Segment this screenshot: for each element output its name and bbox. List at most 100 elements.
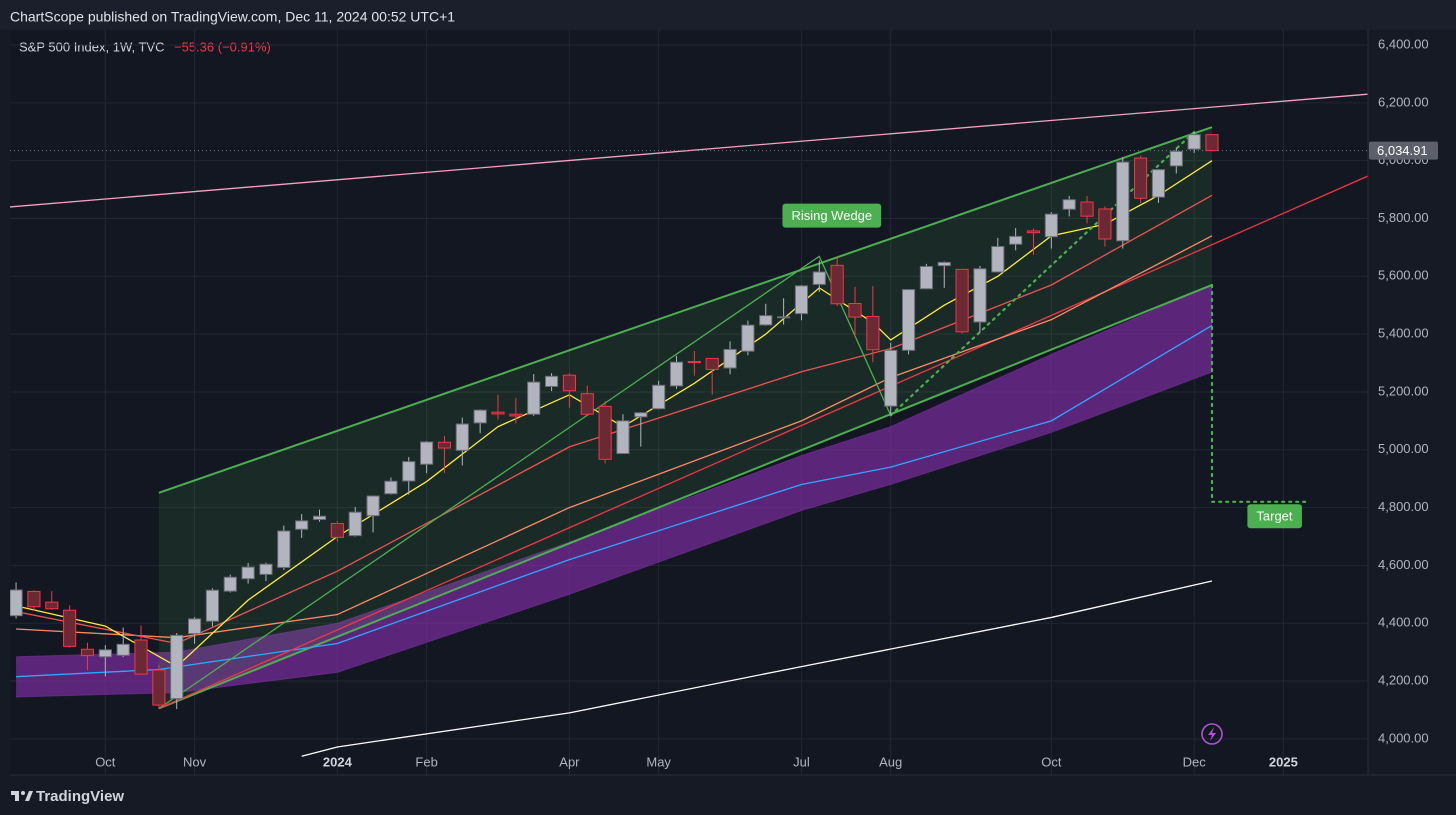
- plot: Rising Wedge Target: [10, 93, 1368, 757]
- candle-body: [63, 609, 77, 647]
- candle-body: [919, 265, 933, 290]
- indicator-line: [1210, 283, 1312, 503]
- y-tick-label: 4,800.00: [1378, 499, 1429, 514]
- candle-body: [27, 590, 41, 608]
- band-upper: [16, 284, 1213, 658]
- candle-body: [598, 405, 612, 460]
- indicator-line: [16, 324, 1213, 678]
- y-tick-label: 4,400.00: [1378, 615, 1429, 630]
- indicator-line: [301, 580, 1213, 757]
- last-price-label: 6,034.91: [1377, 143, 1428, 158]
- indicator-line: [158, 175, 1368, 710]
- y-tick-label: 5,400.00: [1378, 326, 1429, 341]
- candle-body: [223, 576, 237, 592]
- candle-body: [955, 268, 969, 333]
- candle-body: [973, 268, 987, 323]
- lightning-icon[interactable]: [1201, 723, 1223, 745]
- header-bar: [0, 0, 1456, 30]
- candle-body: [241, 566, 255, 580]
- band-fill: [158, 127, 1212, 709]
- candle-body: [491, 411, 505, 415]
- x-tick-label: Feb: [415, 754, 437, 769]
- candle-body: [884, 349, 898, 407]
- candle-body: [777, 316, 791, 319]
- candle-body: [669, 361, 684, 387]
- x-tick-label: 2025: [1269, 754, 1298, 769]
- candle-body: [205, 589, 219, 622]
- candle-body: [1098, 208, 1112, 240]
- y-tick-label: 5,000.00: [1378, 441, 1429, 456]
- candle-body: [580, 393, 594, 415]
- candle-body: [1062, 199, 1076, 210]
- symbol-legend: S&P 500 Index, 1W, TVC: [19, 39, 165, 54]
- candle-body: [866, 315, 880, 351]
- y-tick-label: 4,600.00: [1378, 557, 1429, 572]
- candle-body: [759, 315, 773, 326]
- band-lower: [158, 284, 1213, 710]
- candle-body: [723, 348, 737, 369]
- x-tick-label: Jul: [793, 754, 810, 769]
- logo-part: [11, 791, 19, 801]
- candle-body: [80, 648, 95, 657]
- candle-body: [616, 420, 630, 455]
- y-tick-label: 4,200.00: [1378, 672, 1429, 687]
- indicator-line: [16, 235, 1213, 639]
- x-tick-label: Dec: [1183, 754, 1207, 769]
- candle-body: [937, 261, 951, 267]
- candle-body: [170, 634, 184, 700]
- indicator-line: [15, 194, 1213, 645]
- y-tick-label: 6,200.00: [1378, 94, 1429, 109]
- candle-body: [420, 441, 434, 465]
- candle-body: [348, 511, 362, 537]
- candle-body: [134, 639, 148, 675]
- candle-body: [455, 423, 469, 451]
- y-tick-label: 6,400.00: [1378, 36, 1429, 51]
- candle-body: [544, 375, 559, 387]
- candle-body: [991, 246, 1005, 273]
- candle-body: [527, 381, 541, 415]
- x-tick-label: Apr: [559, 754, 580, 769]
- annotation-box: [782, 203, 882, 228]
- candle-body: [705, 357, 719, 370]
- candle-body: [652, 384, 666, 410]
- x-tick-label: 2024: [323, 754, 353, 769]
- candle-body: [330, 522, 344, 538]
- candle-body: [10, 589, 23, 617]
- candle-body: [1151, 169, 1166, 198]
- candle-body: [812, 271, 826, 285]
- annotation-label: Rising Wedge: [791, 208, 872, 223]
- candle-body: [295, 520, 309, 530]
- icon-ring: [1201, 723, 1223, 745]
- candle-body: [1134, 157, 1148, 199]
- candle-body: [634, 412, 648, 418]
- candle-body: [1009, 235, 1023, 245]
- y-tick-label: 5,800.00: [1378, 210, 1429, 225]
- candle-body: [848, 302, 862, 318]
- candle-body: [794, 285, 809, 315]
- candle-body: [1169, 150, 1183, 167]
- brand-logo: [11, 791, 33, 801]
- y-tick-label: 5,600.00: [1378, 268, 1429, 283]
- candle-body: [384, 480, 398, 495]
- annotation-label: Target: [1256, 509, 1293, 524]
- candle-body: [437, 441, 452, 449]
- candle-body: [116, 643, 130, 656]
- candle-body: [1044, 213, 1058, 238]
- candle-body: [45, 601, 59, 610]
- indicator-line: [158, 255, 892, 710]
- candle-body: [366, 495, 380, 517]
- axes: 4,000.00 4,200.00 4,400.00 4,600.00 4,800.00…: [95, 36, 1438, 769]
- x-tick-label: Aug: [879, 754, 902, 769]
- candle-body: [312, 515, 327, 520]
- candle-body: [741, 324, 755, 352]
- candle-body: [509, 413, 523, 417]
- candle-body: [1116, 161, 1130, 242]
- indicator-line: [10, 93, 1368, 208]
- candle-body: [473, 409, 487, 424]
- publish-title: ChartScope published on TradingView.com,…: [10, 9, 455, 25]
- x-tick-label: Nov: [183, 754, 207, 769]
- candle-body: [187, 618, 202, 635]
- candle-body: [830, 264, 844, 305]
